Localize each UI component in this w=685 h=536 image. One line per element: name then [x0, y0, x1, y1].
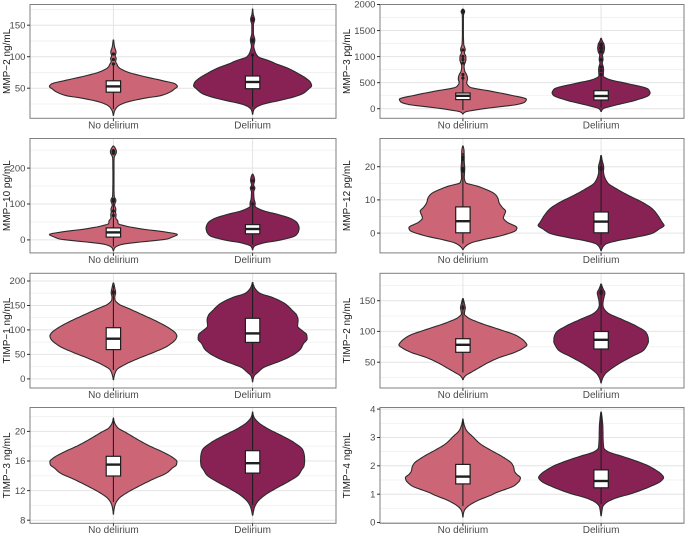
svg-text:Delirium: Delirium: [583, 390, 620, 401]
svg-text:Delirium: Delirium: [234, 390, 271, 401]
svg-text:MMP−2 ng/mL: MMP−2 ng/mL: [2, 28, 13, 94]
svg-text:12: 12: [15, 486, 26, 497]
svg-text:10: 10: [365, 195, 376, 206]
svg-text:100: 100: [10, 199, 26, 210]
svg-text:1500: 1500: [354, 26, 375, 37]
svg-text:100: 100: [10, 325, 26, 336]
svg-text:Delirium: Delirium: [234, 525, 271, 536]
svg-text:150: 150: [10, 301, 26, 312]
svg-text:No delirium: No delirium: [438, 255, 489, 266]
svg-text:500: 500: [360, 78, 376, 89]
svg-text:100: 100: [360, 327, 376, 338]
svg-text:0: 0: [370, 104, 375, 115]
svg-text:2: 2: [370, 461, 375, 472]
svg-text:0: 0: [20, 235, 25, 246]
svg-text:MMP−12 pg/mL: MMP−12 pg/mL: [342, 160, 353, 231]
svg-text:No delirium: No delirium: [88, 255, 139, 266]
svg-text:MMP−10 pg/mL: MMP−10 pg/mL: [2, 160, 13, 231]
svg-text:50: 50: [15, 350, 26, 361]
svg-text:TIMP−1 ng/mL: TIMP−1 ng/mL: [2, 297, 13, 363]
svg-text:Delirium: Delirium: [583, 525, 620, 536]
svg-text:20: 20: [365, 162, 376, 173]
svg-text:1000: 1000: [354, 52, 375, 63]
svg-text:150: 150: [10, 20, 26, 31]
svg-text:4: 4: [370, 404, 375, 415]
svg-text:No delirium: No delirium: [438, 525, 489, 536]
svg-text:50: 50: [15, 83, 26, 94]
svg-text:TIMP−4 ng/mL: TIMP−4 ng/mL: [342, 432, 353, 498]
svg-text:100: 100: [10, 52, 26, 63]
svg-text:Delirium: Delirium: [583, 121, 620, 132]
svg-text:No delirium: No delirium: [88, 121, 139, 132]
svg-text:0: 0: [370, 518, 375, 529]
svg-text:20: 20: [15, 427, 26, 438]
svg-text:TIMP−3 ng/mL: TIMP−3 ng/mL: [2, 432, 13, 498]
svg-text:200: 200: [10, 276, 26, 287]
svg-text:No delirium: No delirium: [88, 390, 139, 401]
svg-text:No delirium: No delirium: [438, 121, 489, 132]
svg-text:1: 1: [370, 489, 375, 500]
svg-text:16: 16: [15, 456, 26, 467]
svg-text:0: 0: [370, 228, 375, 239]
svg-text:200: 200: [10, 163, 26, 174]
svg-text:TIMP−2 ng/mL: TIMP−2 ng/mL: [342, 297, 353, 363]
svg-text:Delirium: Delirium: [234, 255, 271, 266]
svg-text:50: 50: [365, 357, 376, 368]
svg-text:8: 8: [20, 515, 25, 526]
svg-text:Delirium: Delirium: [234, 121, 271, 132]
svg-text:MMP−3 pg/mL: MMP−3 pg/mL: [342, 28, 353, 94]
svg-text:No delirium: No delirium: [438, 390, 489, 401]
svg-text:150: 150: [360, 296, 376, 307]
svg-text:Delirium: Delirium: [583, 255, 620, 266]
svg-text:No delirium: No delirium: [88, 525, 139, 536]
svg-text:3: 3: [370, 433, 375, 444]
svg-text:2000: 2000: [354, 0, 375, 11]
svg-text:0: 0: [20, 374, 25, 385]
